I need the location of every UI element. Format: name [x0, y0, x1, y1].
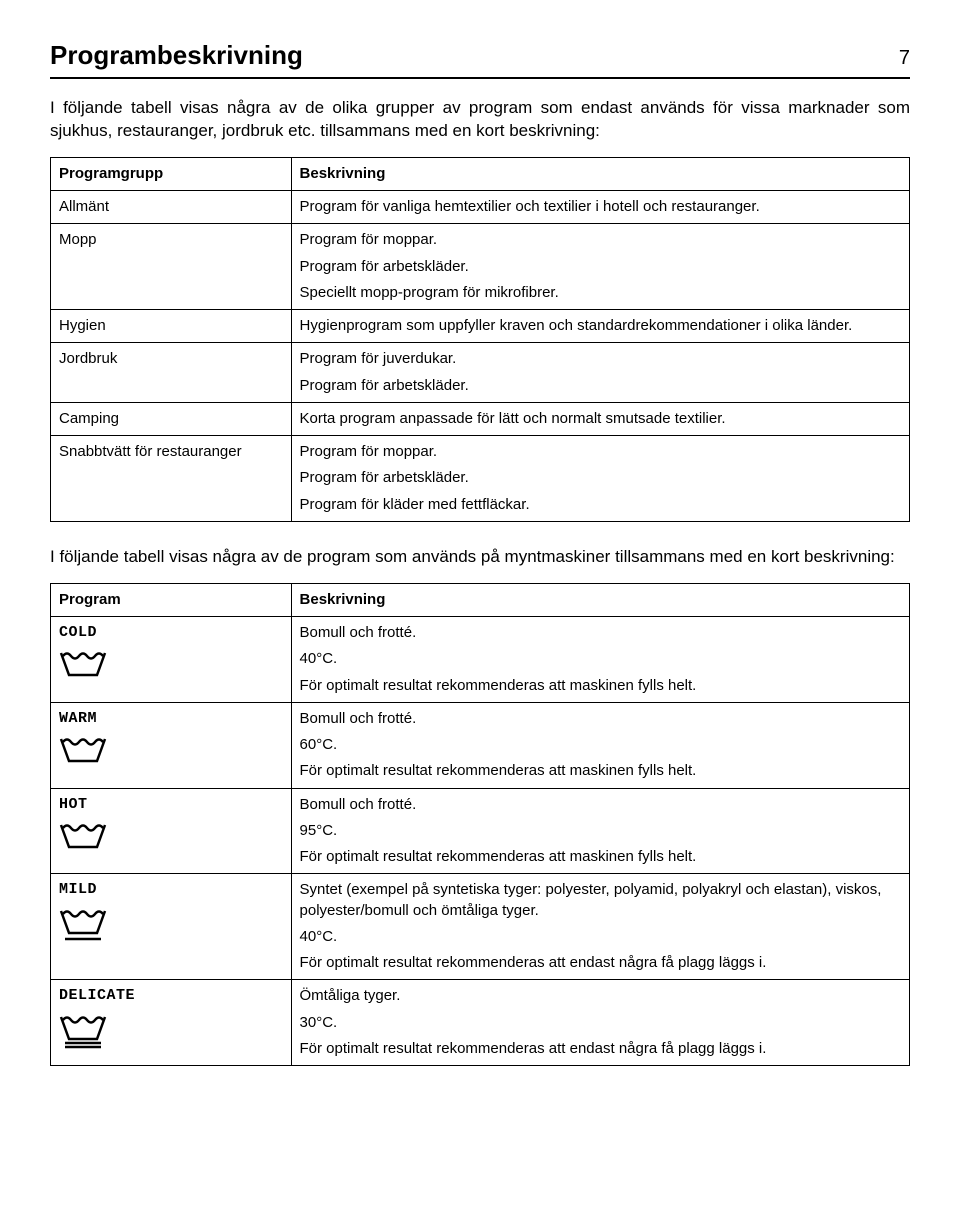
programgroup-label: Allmänt: [51, 191, 292, 224]
program-code: HOT: [59, 795, 283, 815]
wash-icon: [59, 1011, 107, 1049]
program-code: COLD: [59, 623, 283, 643]
desc-line: Korta program anpassade för lätt och nor…: [300, 409, 901, 429]
program-label-cell: DELICATE: [51, 980, 292, 1066]
programgroup-desc: Program för juverdukar. Program för arbet…: [291, 343, 909, 403]
desc-line: Hygienprogram som uppfyller kraven och s…: [300, 316, 901, 336]
desc-line: Program för juverdukar.: [300, 349, 901, 369]
programgroup-label: Jordbruk: [51, 343, 292, 403]
table1-header-left: Programgrupp: [51, 157, 292, 190]
table-row: Camping Korta program anpassade för lätt …: [51, 402, 910, 435]
table-row: Allmänt Program för vanliga hemtextilier …: [51, 191, 910, 224]
table-row: Hygien Hygienprogram som uppfyller kraven…: [51, 310, 910, 343]
programgroup-label: Hygien: [51, 310, 292, 343]
table2-header-left: Program: [51, 583, 292, 616]
coin-machine-table: Program Beskrivning COLD Bomull och frott…: [50, 583, 910, 1066]
programgroup-desc: Program för vanliga hemtextilier och tex…: [291, 191, 909, 224]
desc-line: Bomull och frotté.: [300, 709, 901, 729]
desc-line: Program för moppar.: [300, 442, 901, 462]
programgroup-label: Snabbtvätt för restauranger: [51, 436, 292, 522]
table-row: Snabbtvätt för restaurangerProgram för m…: [51, 436, 910, 522]
table-row: JordbrukProgram för juverdukar.Program f…: [51, 343, 910, 403]
programgroup-label: Camping: [51, 402, 292, 435]
table-row: WARM Bomull och frotté. 60°C. För optimalt …: [51, 702, 910, 788]
programgroup-desc: Program för moppar. Program för arbetsklä…: [291, 436, 909, 522]
program-label-cell: MILD: [51, 874, 292, 980]
desc-line: Speciellt mopp-program för mikrofibrer.: [300, 283, 901, 303]
programgroup-desc: Hygienprogram som uppfyller kraven och s…: [291, 310, 909, 343]
desc-line: För optimalt resultat rekommenderas att …: [300, 761, 901, 781]
desc-line: Program för kläder med fettfläckar.: [300, 495, 901, 515]
table2-header-right: Beskrivning: [291, 583, 909, 616]
desc-line: För optimalt resultat rekommenderas att …: [300, 676, 901, 696]
desc-line: Syntet (exempel på syntetiska tyger: pol…: [300, 880, 901, 921]
table-row: COLD Bomull och frotté. 40°C. För optimalt …: [51, 617, 910, 703]
program-code: WARM: [59, 709, 283, 729]
table-row: DELICATE Ömtåliga tyger. 30°C. För optimalt…: [51, 980, 910, 1066]
program-label-cell: WARM: [51, 702, 292, 788]
desc-line: Bomull och frotté.: [300, 623, 901, 643]
desc-line: Program för moppar.: [300, 230, 901, 250]
desc-line: Program för arbetskläder.: [300, 257, 901, 277]
page-number: 7: [899, 47, 910, 70]
program-code: DELICATE: [59, 986, 283, 1006]
desc-line: Program för arbetskläder.: [300, 468, 901, 488]
desc-line: Bomull och frotté.: [300, 795, 901, 815]
desc-line: Program för vanliga hemtextilier och tex…: [300, 197, 901, 217]
intro-text-2: I följande tabell visas några av de prog…: [50, 546, 910, 569]
desc-line: 40°C.: [300, 927, 901, 947]
intro-text-1: I följande tabell visas några av de olik…: [50, 97, 910, 143]
program-desc: Ömtåliga tyger. 30°C. För optimalt resulta…: [291, 980, 909, 1066]
wash-icon: [59, 905, 107, 943]
programgroup-desc: Korta program anpassade för lätt och nor…: [291, 402, 909, 435]
page-title: Programbeskrivning: [50, 40, 303, 71]
desc-line: 95°C.: [300, 821, 901, 841]
desc-line: 40°C.: [300, 649, 901, 669]
table1-header-right: Beskrivning: [291, 157, 909, 190]
program-desc: Bomull och frotté. 95°C. För optimalt resu…: [291, 788, 909, 874]
programgroup-table: Programgrupp Beskrivning AllmäntProgram …: [50, 157, 910, 522]
program-desc: Bomull och frotté. 40°C. För optimalt resu…: [291, 617, 909, 703]
wash-icon: [59, 733, 107, 771]
desc-line: För optimalt resultat rekommenderas att …: [300, 953, 901, 973]
desc-line: Program för arbetskläder.: [300, 376, 901, 396]
desc-line: 60°C.: [300, 735, 901, 755]
desc-line: För optimalt resultat rekommenderas att …: [300, 847, 901, 867]
programgroup-label: Mopp: [51, 224, 292, 310]
program-label-cell: HOT: [51, 788, 292, 874]
programgroup-desc: Program för moppar. Program för arbetsklä…: [291, 224, 909, 310]
table-row: Mopp Program för moppar. Program för arbet…: [51, 224, 910, 310]
desc-line: Ömtåliga tyger.: [300, 986, 901, 1006]
desc-line: 30°C.: [300, 1013, 901, 1033]
program-desc: Bomull och frotté. 60°C. För optimalt resu…: [291, 702, 909, 788]
table-row: MILD Syntet (exempel på syntetiska tyger:…: [51, 874, 910, 980]
program-desc: Syntet (exempel på syntetiska tyger: pol…: [291, 874, 909, 980]
wash-icon: [59, 819, 107, 857]
program-code: MILD: [59, 880, 283, 900]
page-header: Programbeskrivning 7: [50, 40, 910, 79]
desc-line: För optimalt resultat rekommenderas att …: [300, 1039, 901, 1059]
wash-icon: [59, 647, 107, 685]
table-row: HOT Bomull och frotté. 95°C. För optimalt r…: [51, 788, 910, 874]
program-label-cell: COLD: [51, 617, 292, 703]
